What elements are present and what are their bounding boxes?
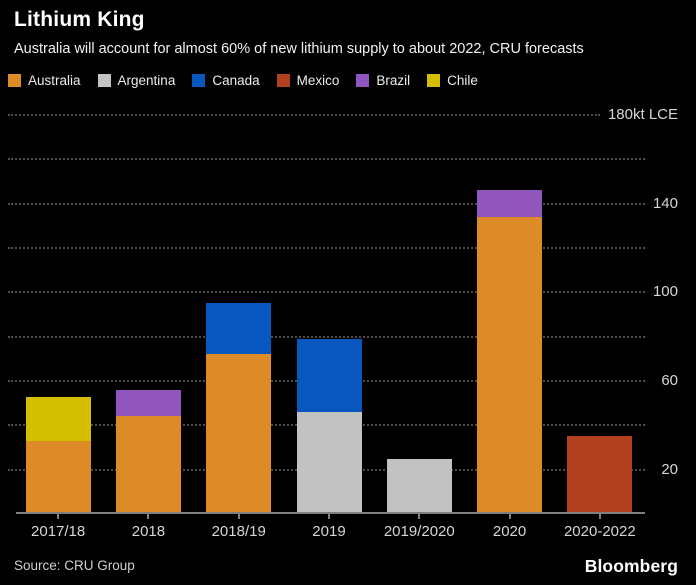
bar-segment <box>206 303 272 355</box>
gridline <box>8 291 645 294</box>
legend-swatch-icon <box>8 74 21 87</box>
x-axis-tick <box>418 514 421 519</box>
legend: Australia Argentina Canada Mexico Brazil Chil… <box>8 73 478 88</box>
x-axis-tick <box>598 514 601 519</box>
legend-label: Brazil <box>376 73 411 88</box>
bar-segment <box>25 396 91 441</box>
source-note: Source: CRU Group <box>14 558 135 573</box>
legend-label: Canada <box>212 73 260 88</box>
legend-item: Mexico <box>276 73 340 88</box>
x-axis-label: 2019/2020 <box>383 523 455 540</box>
bar-segment <box>206 354 272 514</box>
legend-label: Chile <box>447 73 478 88</box>
legend-label: Mexico <box>296 73 340 88</box>
bar-segment <box>477 216 543 514</box>
y-axis-label: 60 <box>661 372 678 389</box>
legend-item: Brazil <box>356 73 410 88</box>
x-axis-tick <box>57 514 60 519</box>
bar-segment <box>386 458 452 514</box>
x-axis-label: 2019 <box>312 523 346 540</box>
y-axis-label: 20 <box>661 460 678 478</box>
bar-segment <box>115 416 181 514</box>
x-axis-line <box>16 512 645 514</box>
x-axis-tick <box>237 514 240 519</box>
gridline <box>8 202 645 205</box>
legend-swatch-icon <box>276 74 290 87</box>
legend-label: Argentina <box>117 73 176 88</box>
page-title: Lithium King <box>14 8 145 31</box>
y-axis-label: 140 <box>652 194 678 212</box>
x-axis-label: 2018 <box>131 523 166 540</box>
gridline <box>8 114 600 116</box>
legend-swatch-icon <box>192 74 206 87</box>
y-axis-label: 180kt LCE <box>607 106 678 123</box>
x-axis-tick <box>508 514 511 519</box>
x-axis-tick <box>328 514 330 519</box>
legend-swatch-icon <box>427 74 441 87</box>
legend-swatch-icon <box>97 74 111 87</box>
bar-segment <box>296 338 362 413</box>
bar-segment <box>115 389 181 417</box>
bloomberg-logo: Bloomberg <box>584 556 678 576</box>
legend-item: Argentina <box>97 73 176 88</box>
x-axis-label: 2017/18 <box>31 523 86 540</box>
x-axis-label: 2020 <box>492 523 527 540</box>
legend-item: Australia <box>8 73 81 88</box>
bar-segment <box>477 190 543 217</box>
y-axis-label: 100 <box>652 283 678 301</box>
legend-swatch-icon <box>356 74 370 87</box>
x-axis-tick <box>147 514 150 519</box>
legend-label: Australia <box>28 73 81 88</box>
bar-segment <box>25 440 91 514</box>
legend-item: Chile <box>427 73 478 88</box>
gridline <box>8 158 645 161</box>
x-axis-label: 2018/19 <box>211 523 266 540</box>
x-axis-label: 2020-2022 <box>563 523 636 540</box>
bar-segment <box>296 412 362 514</box>
bar-segment <box>567 436 633 514</box>
gridline <box>8 335 645 338</box>
legend-item: Canada <box>192 73 260 88</box>
gridline <box>8 247 645 249</box>
chart-subtitle: Australia will account for almost 60% of… <box>14 41 584 57</box>
